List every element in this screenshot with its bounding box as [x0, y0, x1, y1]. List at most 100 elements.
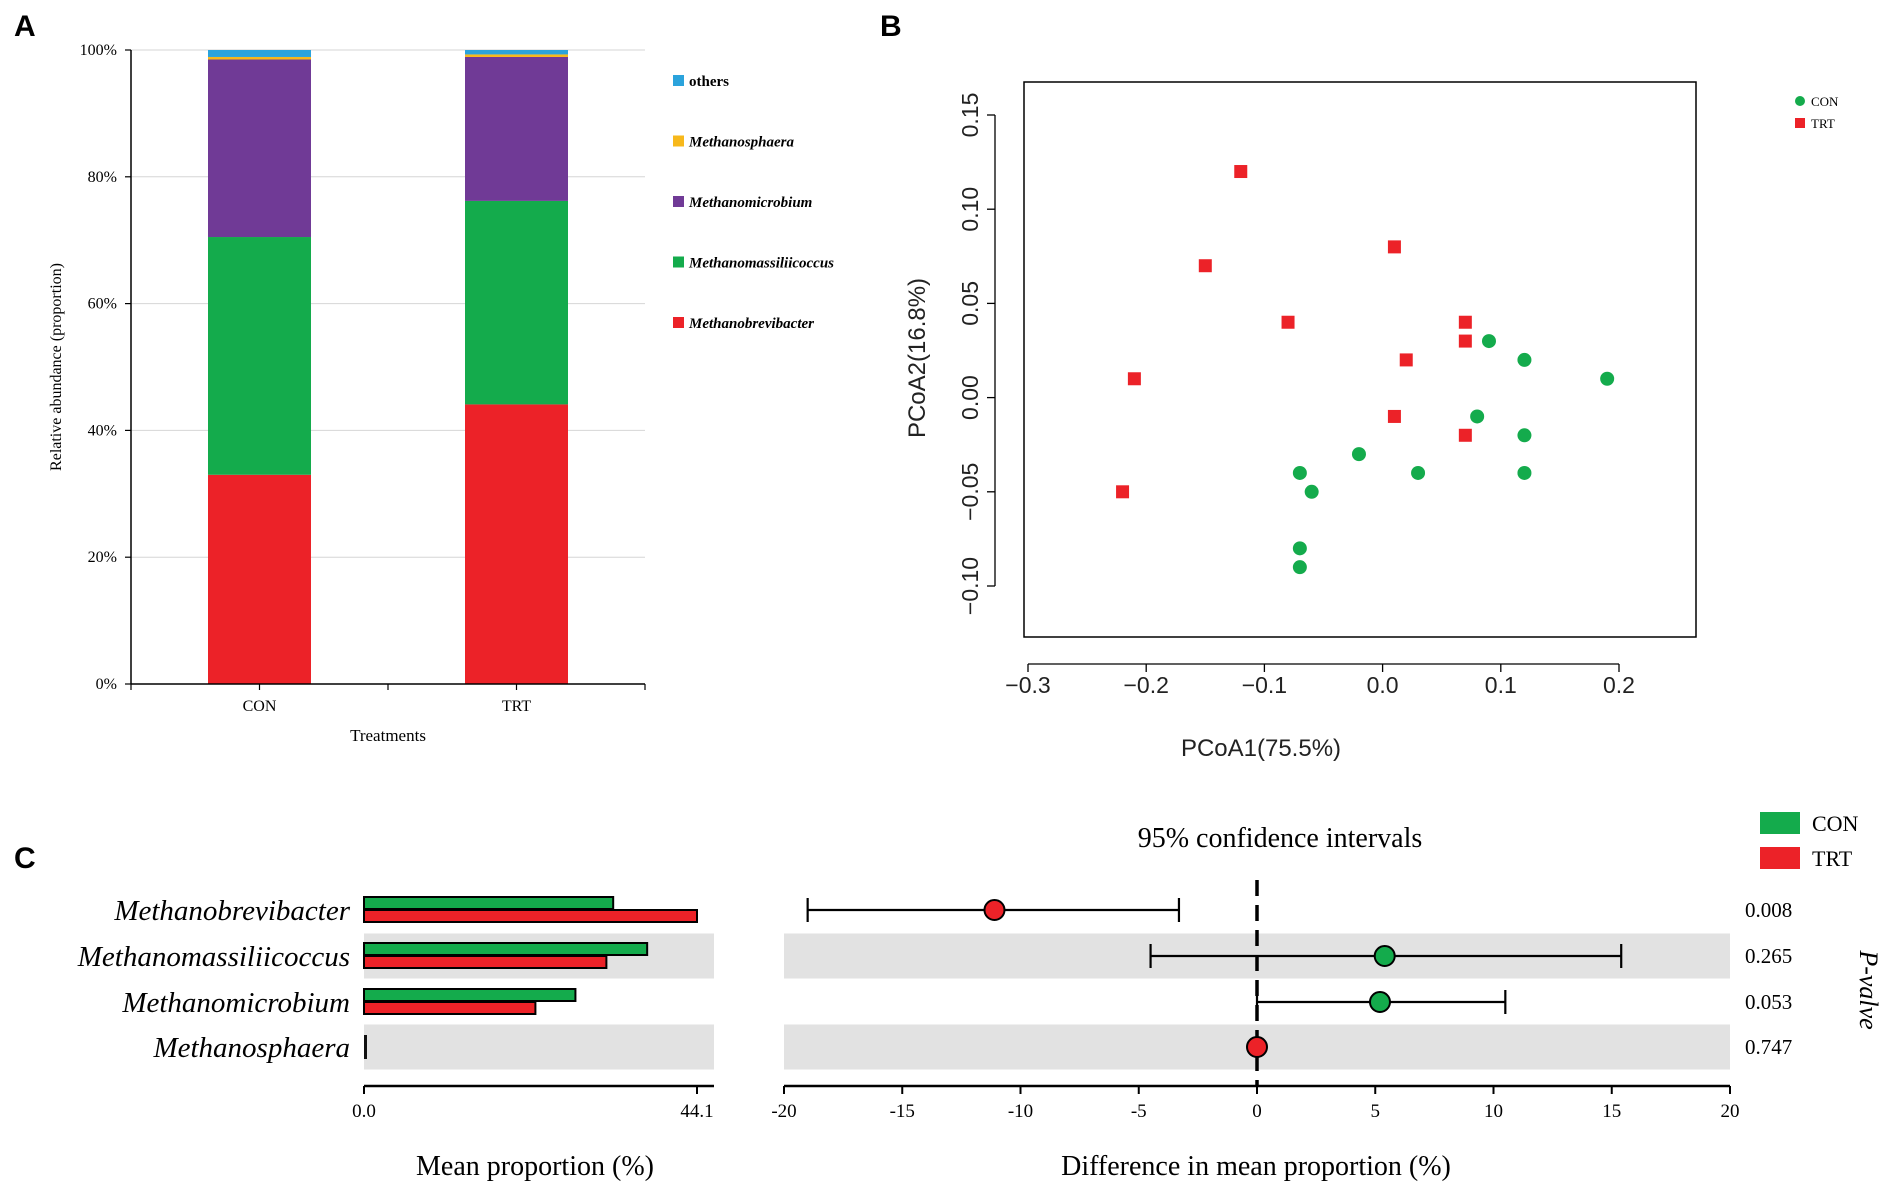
panel-c-ci-point-methanomicrobium — [1368, 991, 1391, 1013]
panel-a-y-tick-label: 100% — [80, 42, 117, 59]
panel-c-ci-x-tick-label: 10 — [1484, 1101, 1503, 1122]
panel-c-ci-title: 95% confidence intervals — [1138, 823, 1423, 854]
panel-b-x-tick-label: −0.1 — [1242, 672, 1287, 698]
panel-a-legend-label-methanomicrobium: Methanomicrobium — [688, 195, 812, 211]
panel-c-ci-x-tick-label: -15 — [890, 1101, 915, 1122]
panel-b-point-trt — [1127, 372, 1141, 386]
panel-c-ci-x-tick-label: 5 — [1371, 1101, 1381, 1122]
panel-c-confidence-intervals — [806, 880, 1623, 1086]
panel-b-point-trt — [1387, 240, 1401, 254]
panel-b-y-tick-label: −0.10 — [957, 557, 983, 615]
panel-label-a: A — [14, 10, 36, 43]
panel-c-legend-label-con: CON — [1812, 811, 1859, 836]
panel-a-y-tick-label: 60% — [88, 296, 117, 313]
panel-a-stacked-bar-chart: 0% 20% 40% 60% 80% 100% CON TRT Treatments Rel… — [48, 42, 834, 745]
panel-label-c: C — [14, 842, 36, 875]
panel-b-x-tick-label: 0.0 — [1367, 672, 1399, 698]
panel-b-point-con — [1470, 409, 1485, 424]
panel-b-point-trt — [1234, 165, 1248, 179]
panel-b-point-con — [1292, 465, 1307, 480]
panel-c-ci-x-tick-label: -5 — [1131, 1101, 1147, 1122]
panel-c-taxon-label-methanomassiliicoccus: Methanomassiliicoccus — [77, 941, 350, 973]
panel-c-mean-bars — [363, 896, 698, 1059]
panel-a-x-label: Treatments — [350, 726, 426, 745]
panel-a-y-label: Relative abundance (proportion) — [48, 263, 65, 471]
panel-b-pcoa-scatter: −0.3 −0.2 −0.1 0.0 0.1 0.2 −0.10 −0.05 0.00 0.05… — [904, 81, 1839, 762]
panel-a-legend-swatch-methanobrevibacter — [673, 317, 684, 328]
panel-c-ci-x-tick-label: 0 — [1252, 1101, 1262, 1122]
panel-b-y-axis: −0.10 −0.05 0.00 0.05 0.10 0.15 — [957, 93, 996, 615]
panel-c-p-value-methanomicrobium: 0.053 — [1745, 990, 1792, 1014]
panel-c-bar-methanobrevibacter-con — [363, 896, 615, 910]
panel-c-taxon-label-methanosphaera: Methanosphaera — [152, 1032, 350, 1064]
panel-b-point-con — [1411, 465, 1426, 480]
panel-b-legend-label-con: CON — [1811, 94, 1839, 109]
panel-c-p-values: 0.008 0.265 0.053 0.747 — [1745, 898, 1792, 1059]
panel-b-y-tick-label: 0.00 — [957, 375, 983, 420]
panel-b-point-trt — [1458, 315, 1472, 329]
panel-c-taxon-label-methanobrevibacter: Methanobrevibacter — [113, 895, 350, 927]
panel-c-extended-error-bar: Methanobrevibacter Methanomassiliicoccus M… — [77, 811, 1883, 1182]
panel-b-y-tick-label: 0.05 — [957, 281, 983, 326]
panel-b-x-label: PCoA1(75.5%) — [1181, 735, 1341, 762]
panel-c-ci-x-tick-label: -10 — [1008, 1101, 1033, 1122]
panel-a-legend: others Methanosphaera Methanomicrobium Meth… — [673, 74, 834, 332]
panel-b-x-tick-label: 0.2 — [1603, 672, 1635, 698]
panel-a-bar-con-methanosphaera — [208, 56, 311, 60]
panel-c-bar-methanomassiliicoccus-con — [363, 942, 649, 956]
panel-c-legend-swatch-trt — [1760, 847, 1800, 869]
panel-c-bar-methanomicrobium-con — [363, 988, 577, 1002]
panel-b-point-con — [1481, 334, 1496, 349]
panel-a-y-ticks: 0% 20% 40% 60% 80% 100% — [80, 42, 131, 693]
panel-b-legend-marker-trt — [1795, 118, 1805, 128]
panel-c-bar-methanobrevibacter-trt — [363, 909, 698, 923]
panel-a-bar-con-methanomicrobium — [208, 59, 311, 238]
panel-c-legend-label-trt: TRT — [1812, 846, 1853, 871]
panel-a-y-tick-label: 20% — [88, 549, 117, 566]
panel-a-x-tick-label: CON — [243, 698, 277, 715]
panel-a-legend-swatch-methanomassiliicoccus — [673, 256, 684, 268]
panel-c-legend-swatch-con — [1760, 812, 1800, 834]
panel-b-point-trt — [1198, 259, 1212, 273]
panel-c-bar-x-tick-label: 44.1 — [680, 1101, 713, 1122]
panel-a-bar-trt-methanomassiliicoccus — [465, 200, 568, 405]
panel-a-legend-label-others: others — [689, 74, 729, 90]
panel-c-bar-x-tick-label: 0.0 — [352, 1101, 376, 1122]
panel-c-bar-methanosphaera-trt — [364, 1035, 367, 1059]
panel-c-legend: CON TRT — [1760, 811, 1859, 871]
panel-b-point-trt — [1458, 428, 1472, 442]
panel-c-bar-band — [364, 1024, 714, 1070]
panel-c-bar-axis: 0.0 44.1 — [352, 1084, 714, 1122]
panel-b-y-label: PCoA2(16.8%) — [904, 278, 931, 438]
panel-c-p-value-label: P-valve — [1854, 949, 1883, 1029]
panel-a-x-tick-label: TRT — [502, 698, 531, 715]
panel-label-b: B — [880, 10, 902, 43]
panel-c-p-value-methanosphaera: 0.747 — [1745, 1035, 1792, 1059]
panel-a-bar-trt-others — [465, 50, 568, 55]
panel-b-legend: CON TRT — [1795, 94, 1839, 131]
panel-a-legend-swatch-others — [673, 75, 684, 86]
panel-b-point-con — [1351, 447, 1366, 462]
panel-a-bar-con-others — [208, 50, 311, 57]
panel-b-y-tick-label: −0.05 — [957, 463, 983, 521]
panel-b-y-tick-label: 0.15 — [957, 93, 983, 138]
panel-c-taxon-names: Methanobrevibacter Methanomassiliicoccus M… — [77, 895, 351, 1064]
panel-a-legend-swatch-methanomicrobium — [673, 196, 684, 207]
panel-b-point-trt — [1116, 485, 1130, 499]
panel-b-x-tick-label: −0.2 — [1123, 672, 1168, 698]
panel-a-y-tick-label: 0% — [96, 676, 117, 693]
panel-a-bar-con-methanobrevibacter — [208, 474, 311, 684]
panel-b-legend-label-trt: TRT — [1811, 116, 1835, 131]
panel-b-x-tick-label: −0.3 — [1005, 672, 1050, 698]
panel-c-ci-x-tick-label: -20 — [771, 1101, 796, 1122]
panel-b-point-con — [1292, 560, 1307, 575]
panel-c-ci-axis: -20 -15 -10 -5 0 5 10 15 20 — [771, 1084, 1740, 1122]
panel-b-point-con — [1600, 371, 1615, 386]
panel-b-point-con — [1517, 428, 1532, 443]
panel-c-ci-point-methanomassiliicoccus — [1373, 945, 1396, 967]
panel-a-bar-con-methanomassiliicoccus — [208, 237, 311, 475]
panel-a-y-tick-label: 80% — [88, 169, 117, 186]
panel-b-x-axis: −0.3 −0.2 −0.1 0.0 0.1 0.2 — [1005, 663, 1635, 698]
panel-b-point-con — [1517, 465, 1532, 480]
